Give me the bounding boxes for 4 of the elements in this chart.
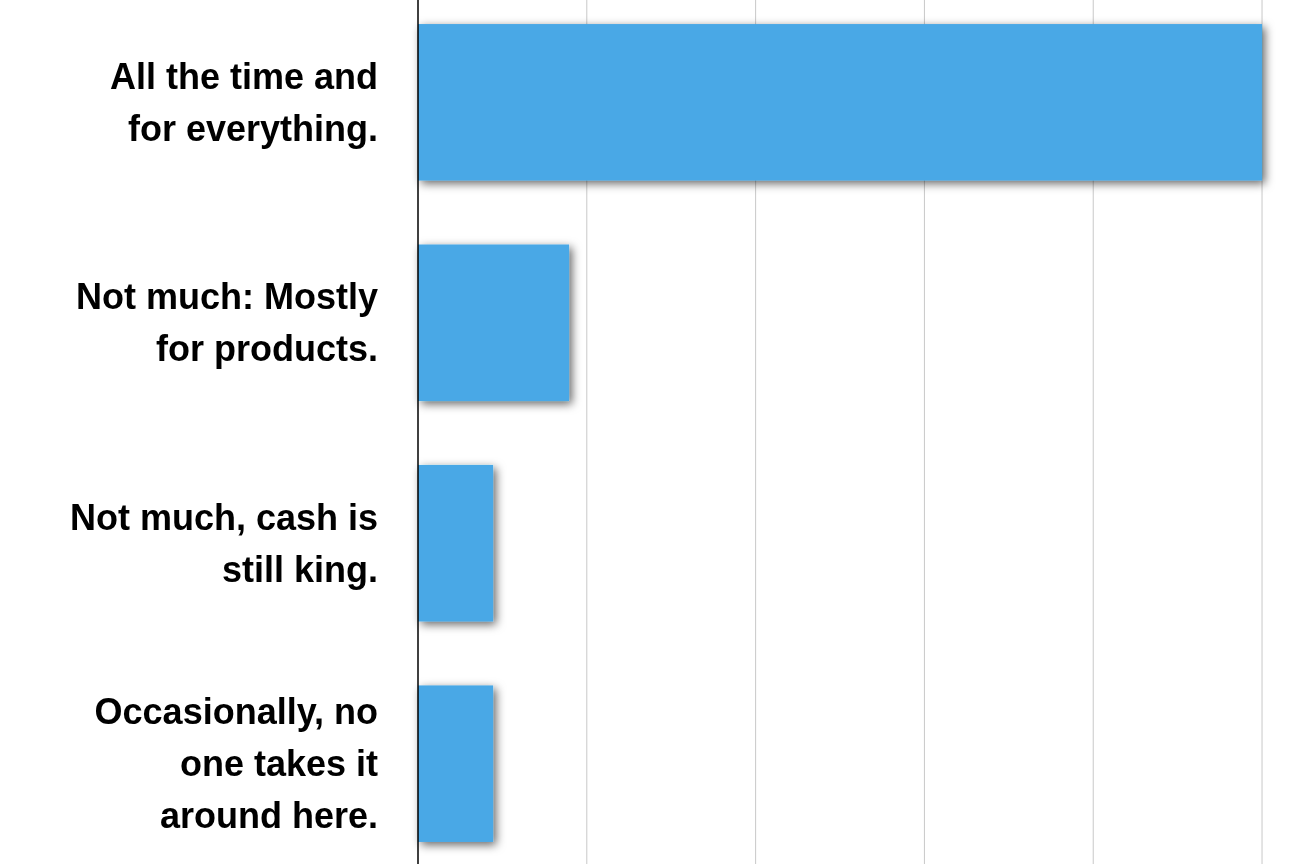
y-tick-label: Not much, cash is still king.: [69, 496, 378, 590]
y-tick-label: Not much: Mostly for products.: [76, 276, 378, 370]
y-tick-label: Occasionally, no one takes it around here.: [94, 691, 378, 837]
y-tick-label: All the time and for everything.: [109, 55, 378, 149]
